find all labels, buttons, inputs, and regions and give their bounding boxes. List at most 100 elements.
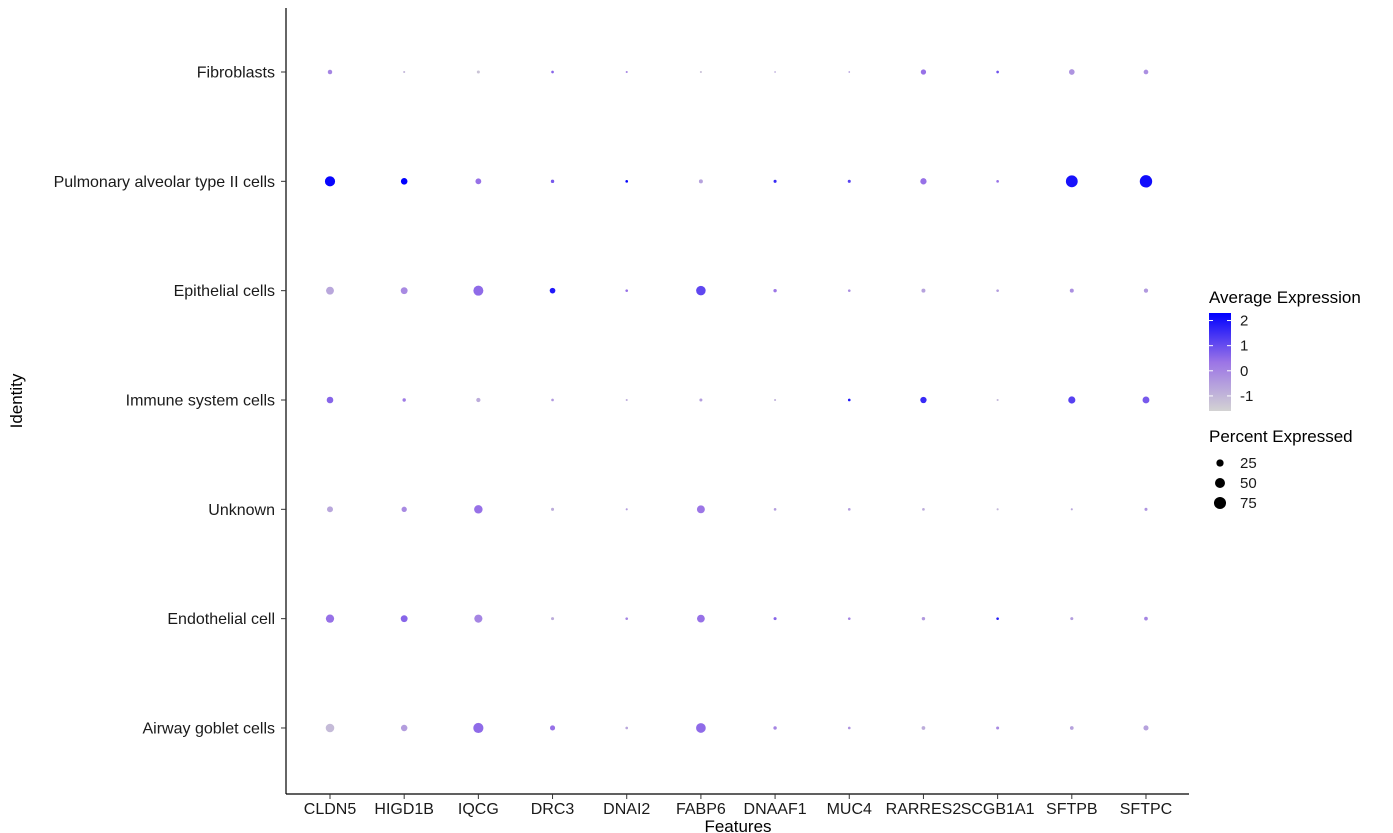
- dot-epithelial-cells-sftpb: [1069, 288, 1074, 293]
- dot-endothelial-cell-muc4: [847, 617, 851, 620]
- dot-endothelial-cell-sftpc: [1144, 616, 1148, 621]
- dot-pulmonary-alveolar-type-ii-cells-dnai2: [625, 180, 629, 183]
- y-axis-title: Identity: [7, 373, 26, 428]
- size-legend-entries: 25 50 75: [1213, 455, 1257, 512]
- dot-endothelial-cell-cldn5: [325, 614, 335, 623]
- dot-immune-system-cells-scgb1a1: [996, 398, 999, 402]
- dot-fibroblasts-fabp6: [699, 70, 702, 74]
- dot-fibroblasts-sftpb: [1068, 69, 1075, 75]
- dot-immune-system-cells-drc3: [551, 398, 554, 402]
- dot-airway-goblet-cells-higd1b: [400, 724, 408, 732]
- dot-epithelial-cells-higd1b: [400, 287, 408, 295]
- dot-airway-goblet-cells-cldn5: [325, 723, 335, 733]
- dot-endothelial-cell-iqcg: [474, 614, 483, 623]
- size-legend-title: Percent Expressed: [1209, 427, 1353, 446]
- dot-pulmonary-alveolar-type-ii-cells-drc3: [550, 179, 555, 184]
- dot-endothelial-cell-fabp6: [697, 614, 705, 623]
- size-legend-dot: [1216, 459, 1224, 467]
- x-tick-label: DRC3: [531, 801, 575, 818]
- x-ticks: CLDN5 HIGD1B IQCG DRC3 DNAI2 FABP6 DNAAF1 MUC4 R…: [304, 794, 1172, 818]
- dot-epithelial-cells-sftpc: [1143, 288, 1149, 293]
- dot-pulmonary-alveolar-type-ii-cells-rarres2: [920, 178, 927, 185]
- dot-pulmonary-alveolar-type-ii-cells-cldn5: [324, 176, 336, 187]
- dot-fibroblasts-iqcg: [476, 70, 480, 74]
- size-legend-dot: [1213, 496, 1227, 510]
- dot-unknown-drc3: [551, 507, 555, 511]
- dot-immune-system-cells-dnaaf1: [774, 398, 777, 402]
- dot-pulmonary-alveolar-type-ii-cells-iqcg: [475, 178, 482, 185]
- x-tick-label: DNAAF1: [744, 801, 807, 818]
- x-tick-label: SFTPC: [1120, 801, 1172, 818]
- x-tick-label: HIGD1B: [374, 801, 434, 818]
- dot-pulmonary-alveolar-type-ii-cells-dnaaf1: [773, 179, 777, 183]
- color-legend-label: 1: [1240, 338, 1248, 355]
- dot-fibroblasts-sftpc: [1143, 69, 1149, 75]
- x-tick-label: MUC4: [827, 801, 872, 818]
- y-tick-label: Airway goblet cells: [143, 720, 276, 737]
- dot-fibroblasts-scgb1a1: [996, 70, 999, 74]
- dot-epithelial-cells-dnaaf1: [773, 288, 777, 293]
- dot-unknown-muc4: [847, 508, 851, 511]
- y-tick-label: Pulmonary alveolar type II cells: [54, 174, 275, 191]
- dot-endothelial-cell-drc3: [551, 617, 555, 621]
- x-tick-label: FABP6: [676, 801, 726, 818]
- plot-panel: Fibroblasts Pulmonary alveolar type II ce…: [54, 8, 1189, 818]
- y-tick-label: Unknown: [208, 502, 275, 519]
- dot-endothelial-cell-dnaaf1: [773, 617, 777, 621]
- x-axis-title: Features: [704, 817, 771, 833]
- y-tick-label: Fibroblasts: [197, 65, 275, 82]
- dot-epithelial-cells-iqcg: [473, 285, 484, 296]
- dot-unknown-scgb1a1: [996, 508, 999, 511]
- dot-unknown-cldn5: [327, 506, 333, 513]
- color-legend-label: 2: [1240, 313, 1248, 330]
- size-legend: Percent Expressed 25 50 75: [1209, 427, 1353, 512]
- dot-endothelial-cell-rarres2: [921, 616, 926, 621]
- color-legend-ticks: 2 1 0 -1: [1209, 313, 1253, 405]
- dot-immune-system-cells-higd1b: [402, 398, 406, 402]
- dot-endothelial-cell-higd1b: [400, 615, 408, 623]
- dot-immune-system-cells-cldn5: [326, 396, 334, 404]
- dot-epithelial-cells-dnai2: [625, 289, 629, 292]
- color-legend-title: Average Expression: [1209, 288, 1361, 307]
- y-tick-label: Epithelial cells: [174, 283, 275, 300]
- dot-unknown-iqcg: [474, 505, 483, 514]
- dot-airway-goblet-cells-sftpc: [1143, 725, 1149, 731]
- dot-fibroblasts-muc4: [848, 71, 851, 73]
- dot-epithelial-cells-scgb1a1: [996, 289, 999, 292]
- dot-unknown-higd1b: [401, 506, 407, 512]
- dot-endothelial-cell-dnai2: [625, 617, 629, 620]
- dot-pulmonary-alveolar-type-ii-cells-sftpb: [1065, 175, 1078, 188]
- x-tick-label: SCGB1A1: [961, 801, 1035, 818]
- dot-unknown-sftpc: [1144, 507, 1148, 511]
- color-legend-label: -1: [1240, 388, 1253, 405]
- dot-pulmonary-alveolar-type-ii-cells-sftpc: [1139, 175, 1153, 188]
- dot-epithelial-cells-cldn5: [326, 286, 334, 295]
- y-tick-label: Immune system cells: [126, 392, 275, 409]
- dot-marks: [324, 69, 1153, 734]
- dot-unknown-sftpb: [1070, 508, 1073, 511]
- dot-pulmonary-alveolar-type-ii-cells-scgb1a1: [996, 180, 999, 183]
- size-legend-label: 50: [1240, 475, 1257, 492]
- y-tick-label: Endothelial cell: [167, 611, 275, 628]
- dot-airway-goblet-cells-sftpb: [1069, 726, 1074, 730]
- y-ticks: Fibroblasts Pulmonary alveolar type II ce…: [54, 65, 286, 737]
- dot-immune-system-cells-sftpb: [1068, 396, 1076, 404]
- dot-airway-goblet-cells-fabp6: [696, 723, 706, 733]
- dot-fibroblasts-dnai2: [625, 70, 628, 74]
- x-tick-label: IQCG: [458, 801, 499, 818]
- dot-pulmonary-alveolar-type-ii-cells-higd1b: [400, 178, 408, 185]
- dot-fibroblasts-higd1b: [403, 70, 406, 74]
- dot-fibroblasts-cldn5: [327, 69, 333, 75]
- dot-airway-goblet-cells-muc4: [847, 726, 851, 730]
- dot-airway-goblet-cells-dnai2: [625, 726, 629, 730]
- color-legend-label: 0: [1240, 363, 1248, 380]
- dot-immune-system-cells-fabp6: [699, 398, 703, 402]
- dot-immune-system-cells-rarres2: [920, 396, 927, 404]
- dot-epithelial-cells-fabp6: [696, 285, 706, 296]
- x-tick-label: SFTPB: [1046, 801, 1098, 818]
- dot-immune-system-cells-iqcg: [476, 397, 481, 403]
- dot-airway-goblet-cells-drc3: [549, 725, 556, 731]
- dot-fibroblasts-drc3: [551, 70, 554, 74]
- dot-fibroblasts-dnaaf1: [774, 71, 776, 73]
